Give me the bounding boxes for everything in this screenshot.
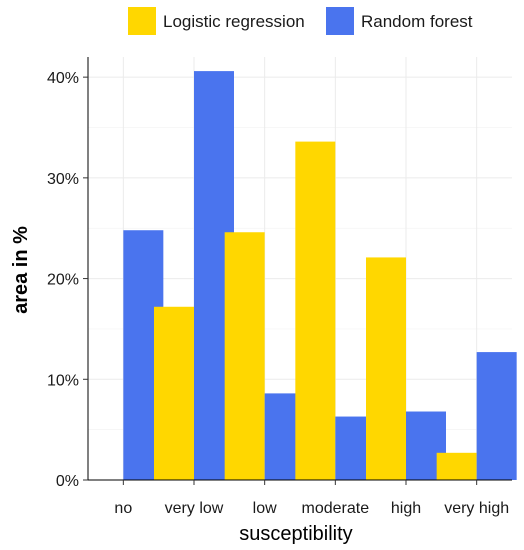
y-tick-label: 0% [56, 473, 79, 490]
bar-logistic-regression-high [366, 257, 406, 480]
legend-swatch-random-forest [326, 7, 354, 35]
y-tick-label: 40% [47, 70, 79, 87]
x-tick-label: no [114, 500, 132, 517]
legend: Logistic regression Random forest [128, 7, 473, 35]
x-axis-title: susceptibility [239, 523, 352, 545]
bar-logistic-regression-moderate [295, 141, 336, 480]
bars [123, 71, 517, 480]
y-tick-label: 10% [47, 372, 79, 389]
x-tick-label: moderate [302, 500, 370, 517]
x-tick-label: very low [165, 500, 224, 517]
legend-label-random-forest: Random forest [361, 12, 473, 31]
axes [87, 57, 512, 481]
bar-random-forest-very-high [476, 352, 517, 480]
bar-logistic-regression-low [224, 232, 265, 480]
y-axis-title: area in % [10, 226, 32, 314]
y-tick-label: 20% [47, 272, 79, 289]
bar-logistic-regression-very-low [154, 306, 194, 480]
x-tick-label: high [391, 500, 421, 517]
bar-logistic-regression-very-high [436, 452, 477, 480]
x-tick-label: very high [444, 500, 509, 517]
legend-swatch-logistic-regression [128, 7, 156, 35]
x-tick-label: low [253, 500, 277, 517]
y-ticks: 0% 10% 20% 30% 40% [47, 70, 88, 490]
y-tick-label: 30% [47, 171, 79, 188]
legend-label-logistic-regression: Logistic regression [163, 12, 305, 31]
x-ticks: no very low low moderate high very high [114, 480, 509, 517]
